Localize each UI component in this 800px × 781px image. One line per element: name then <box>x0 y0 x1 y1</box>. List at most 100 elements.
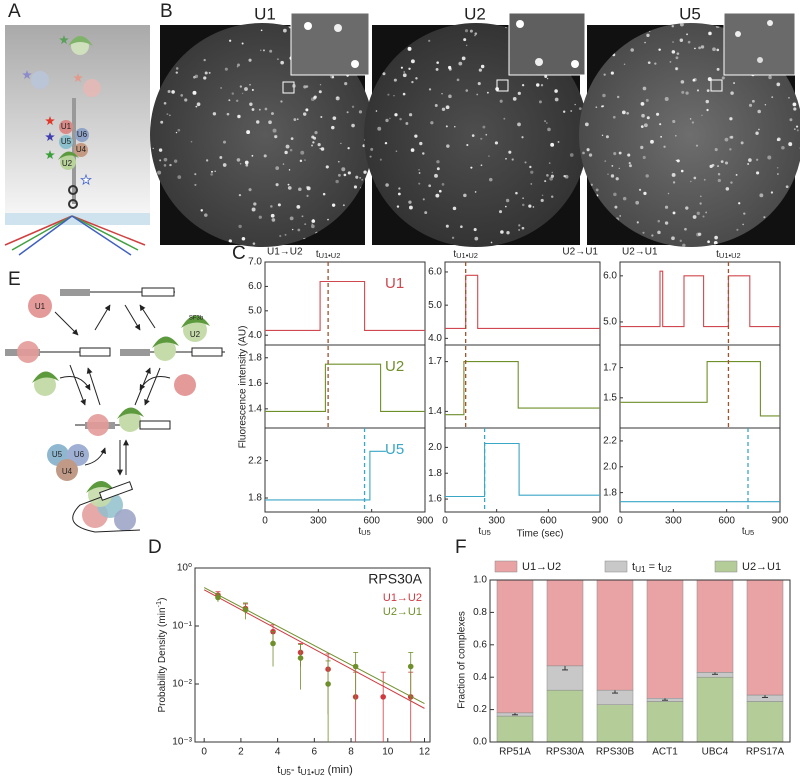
spot <box>177 175 182 179</box>
spot <box>601 105 605 108</box>
text-part: = t <box>646 561 662 573</box>
spot <box>738 202 741 205</box>
spot <box>351 123 355 128</box>
spot <box>389 117 391 120</box>
spot <box>436 167 440 171</box>
spot <box>465 89 469 92</box>
spot <box>720 160 724 163</box>
arrow <box>139 376 171 391</box>
y-tick-label: 0.0 <box>473 737 487 748</box>
spot <box>582 151 585 155</box>
spot <box>682 243 686 247</box>
spot <box>629 164 632 168</box>
spot <box>408 67 411 71</box>
spot <box>268 120 272 125</box>
spot <box>277 203 281 207</box>
spot <box>248 58 252 62</box>
spot <box>395 150 398 152</box>
spot <box>490 241 493 244</box>
spot <box>249 102 253 106</box>
spot <box>672 119 676 124</box>
spot <box>169 114 171 117</box>
spot <box>280 100 283 103</box>
spot <box>671 50 676 54</box>
spot <box>430 121 434 125</box>
spot <box>494 23 498 25</box>
arrow <box>59 376 91 391</box>
spot <box>251 88 254 91</box>
y-tick-label: 2.2 <box>603 436 617 447</box>
spot <box>536 83 540 87</box>
spot <box>717 173 721 176</box>
spot <box>474 32 478 35</box>
spot <box>238 224 242 229</box>
y-tick-label: 4.0 <box>248 330 262 341</box>
spot <box>562 110 566 113</box>
spot <box>706 108 709 112</box>
spot <box>330 74 334 79</box>
spot <box>155 210 158 213</box>
spot <box>554 97 559 102</box>
x-tick-label: UBC4 <box>702 747 729 758</box>
spot <box>375 110 378 112</box>
spot <box>622 196 627 201</box>
spot <box>751 99 755 103</box>
label: U5 <box>52 450 63 459</box>
inset-spot <box>304 22 312 30</box>
spot <box>290 137 294 140</box>
spot <box>717 178 721 183</box>
spot <box>312 141 315 144</box>
spot <box>659 123 662 126</box>
x-tick-label: 4 <box>275 747 281 758</box>
bar-segment <box>546 689 584 743</box>
plot-frame <box>264 427 426 513</box>
text-part: U1•U2 <box>456 251 478 260</box>
spot <box>163 164 167 167</box>
spot <box>244 160 249 165</box>
trace <box>265 450 386 501</box>
spot <box>367 197 371 201</box>
spot <box>480 164 483 167</box>
event-label: tU5 <box>358 526 370 538</box>
spot <box>716 48 720 52</box>
plot-frame <box>619 261 781 346</box>
spot <box>607 173 609 176</box>
spot <box>708 31 712 36</box>
sf3b <box>32 371 59 383</box>
spot <box>377 126 382 131</box>
trace <box>265 280 425 331</box>
annotation: RPS30A <box>368 571 422 587</box>
spot <box>205 159 209 162</box>
column-title: U2→U1 <box>562 247 598 258</box>
y-tick-label: 6.0 <box>603 270 617 281</box>
u6 <box>114 509 136 531</box>
spot <box>408 205 413 210</box>
arrow <box>54 311 79 336</box>
spot <box>581 210 586 215</box>
spot <box>418 182 421 185</box>
spot <box>311 219 316 223</box>
spot <box>244 87 248 91</box>
spot <box>694 47 696 50</box>
spot <box>291 228 294 231</box>
spot <box>693 176 697 180</box>
spot <box>540 198 544 203</box>
u4 <box>56 459 78 481</box>
inset-spot <box>571 60 579 68</box>
marker-label: tU1•U2 <box>316 249 341 261</box>
spot <box>476 93 479 96</box>
spot <box>303 85 307 89</box>
plot-frame <box>194 567 431 743</box>
trace <box>620 361 780 417</box>
spot <box>296 118 299 120</box>
spot <box>239 162 242 165</box>
snrnp <box>74 143 88 157</box>
spot <box>260 29 263 32</box>
text-part: t <box>358 526 361 537</box>
spot <box>712 47 716 52</box>
spot <box>681 90 685 94</box>
spot <box>331 203 336 207</box>
text-part: U5 <box>361 528 371 537</box>
spot <box>241 42 244 45</box>
